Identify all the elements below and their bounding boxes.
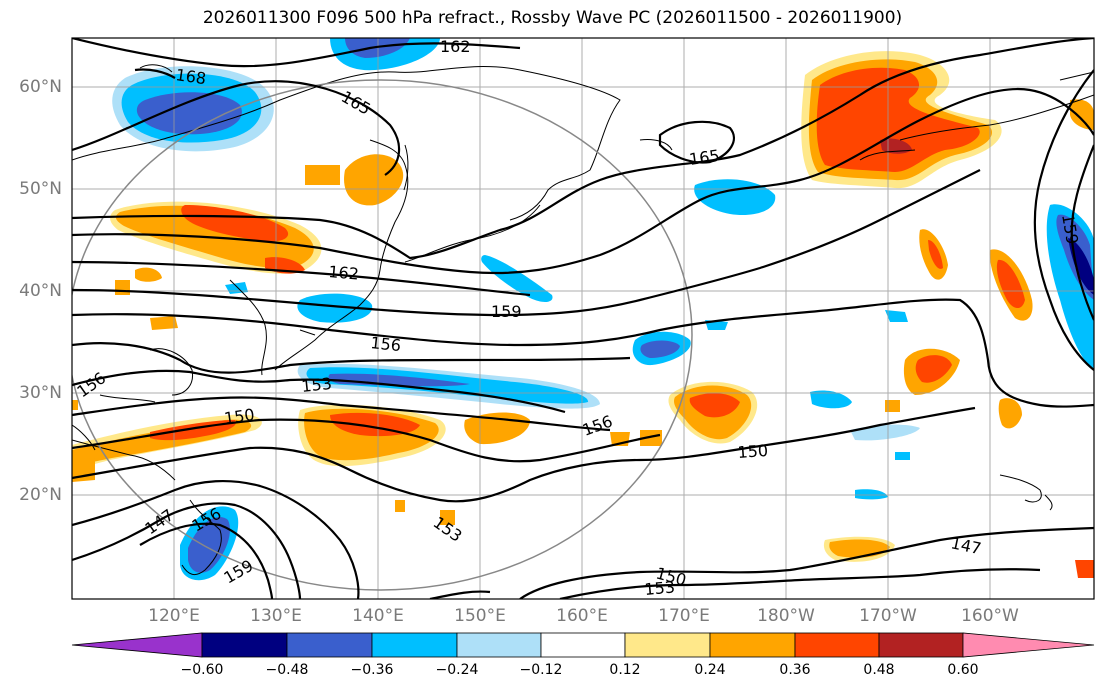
contour-label: 168	[174, 65, 207, 88]
colorbar-tick: 0.12	[609, 662, 641, 678]
contour-label: 156	[580, 411, 615, 439]
lon-label: 160°W	[961, 606, 1019, 626]
colorbar-tick: −0.36	[350, 662, 394, 678]
lat-label: 60°N	[19, 77, 62, 97]
lon-label: 130°E	[250, 606, 302, 626]
contour-label: 153	[300, 374, 332, 396]
colorbar-tick: 0.48	[863, 662, 895, 678]
colorbar-tick: −0.48	[265, 662, 309, 678]
lon-label: 180°W	[757, 606, 815, 626]
lon-label: 170°E	[658, 606, 710, 626]
lat-label: 30°N	[19, 383, 62, 403]
contour-label: 150	[223, 405, 256, 428]
colorbar-tick: 0.24	[694, 662, 726, 678]
lat-label: 40°N	[19, 281, 62, 301]
contour-label: 162	[440, 37, 471, 56]
neg-blob-japan	[297, 293, 373, 323]
reference-circle	[72, 79, 693, 591]
contour-label: 147	[141, 505, 177, 538]
contour-label: 165	[688, 146, 721, 169]
colorbar-tick: 0.60	[947, 662, 979, 678]
pos-blob-140e-50n	[344, 154, 404, 206]
contour-label: 150	[737, 441, 769, 462]
height-contours	[72, 38, 1094, 599]
lon-label: 150°E	[454, 606, 506, 626]
lon-label: 120°E	[148, 606, 200, 626]
colorbar	[71, 632, 1095, 658]
contour-label: 165	[338, 87, 374, 119]
colorbar-tick: −0.24	[435, 662, 479, 678]
contour-label: 153	[644, 577, 676, 599]
colorbar-tick: −0.12	[519, 662, 563, 678]
map-title: 2026011300 F096 500 hPa refract., Rossby…	[202, 8, 903, 28]
lat-label: 50°N	[19, 179, 62, 199]
lat-label: 20°N	[19, 485, 62, 505]
map-frame	[71, 37, 1095, 600]
lon-label: 160°E	[556, 606, 608, 626]
colorbar-tick: −0.60	[180, 662, 224, 678]
colorbar-extend-low	[71, 632, 203, 658]
lon-label: 140°E	[352, 606, 404, 626]
colorbar-extend-high	[962, 632, 1095, 658]
contour-label: 156	[370, 333, 402, 355]
colorbar-tick: 0.36	[779, 662, 811, 678]
contour-label: 153	[430, 513, 466, 546]
graticule	[72, 38, 1094, 599]
lon-label: 170°W	[859, 606, 917, 626]
contour-label: 162	[328, 262, 360, 284]
contour-label: 159	[491, 302, 522, 321]
neg-blob-east	[481, 255, 553, 302]
contour-label: 147	[949, 533, 983, 558]
